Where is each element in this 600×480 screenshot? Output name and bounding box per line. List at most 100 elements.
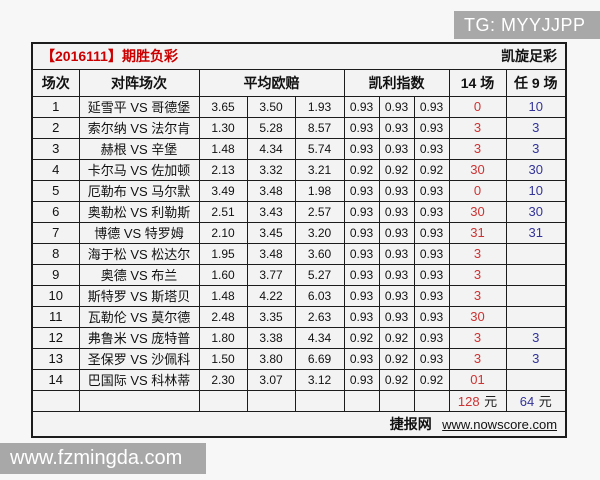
- summary-14-amount: 128 元: [448, 389, 507, 412]
- cell-match-no: 1: [31, 95, 80, 118]
- lottery-odds-table: 【2016111】期胜负彩 凯旋足彩 场次 对阵场次 平均欧赔 凯利指数 14 …: [31, 42, 568, 438]
- cell-match-no: 5: [31, 179, 80, 202]
- cell-kelly-lose: 0.93: [413, 305, 450, 328]
- table-header-row: 场次 对阵场次 平均欧赔 凯利指数 14 场 任 9 场: [31, 68, 567, 97]
- cell-pick-14: 3: [448, 326, 507, 349]
- cell-odds-draw: 3.35: [246, 305, 296, 328]
- cell-pick-any9: 3: [505, 347, 567, 370]
- cell-pick-14: 3: [448, 347, 507, 370]
- cell-kelly-lose: 0.93: [413, 137, 450, 160]
- cell-odds-win: 2.13: [198, 158, 248, 181]
- cell-match-no: 14: [31, 368, 80, 391]
- cell-odds-lose: 1.93: [294, 95, 345, 118]
- table-row: 4 卡尔马 VS 佐加顿 2.13 3.32 3.21 0.92 0.92 0.…: [31, 158, 567, 181]
- table-row: 5 厄勒布 VS 马尔默 3.49 3.48 1.98 0.93 0.93 0.…: [31, 179, 567, 202]
- cell-odds-lose: 1.98: [294, 179, 345, 202]
- cell-odds-lose: 3.21: [294, 158, 345, 181]
- cell-pick-any9: 3: [505, 326, 567, 349]
- cell-pick-14: 30: [448, 305, 507, 328]
- cell-pick-any9: [505, 263, 567, 286]
- table-row: 13 圣保罗 VS 沙佩科 1.50 3.80 6.69 0.93 0.92 0…: [31, 347, 567, 370]
- cell-kelly-lose: 0.92: [413, 368, 450, 391]
- cell-kelly-draw: 0.93: [378, 200, 415, 223]
- cell-odds-win: 3.65: [198, 95, 248, 118]
- cell-kelly-lose: 0.93: [413, 347, 450, 370]
- cell-odds-win: 1.48: [198, 284, 248, 307]
- cell-odds-draw: 3.32: [246, 158, 296, 181]
- cell-matchup: 延雪平 VS 哥德堡: [78, 95, 200, 118]
- table-title-row: 【2016111】期胜负彩 凯旋足彩: [31, 42, 567, 70]
- cell-kelly-win: 0.93: [343, 179, 380, 202]
- cell-odds-lose: 3.20: [294, 221, 345, 244]
- cell-match-no: 12: [31, 326, 80, 349]
- cell-kelly-lose: 0.92: [413, 158, 450, 181]
- cell-kelly-win: 0.92: [343, 326, 380, 349]
- cell-kelly-lose: 0.93: [413, 95, 450, 118]
- cell-odds-draw: 5.28: [246, 116, 296, 139]
- cell-odds-win: 1.60: [198, 263, 248, 286]
- cell-kelly-win: 0.93: [343, 242, 380, 265]
- cell-odds-lose: 5.27: [294, 263, 345, 286]
- cell-match-no: 3: [31, 137, 80, 160]
- cell-matchup: 卡尔马 VS 佐加顿: [78, 158, 200, 181]
- cell-match-no: 13: [31, 347, 80, 370]
- header-kelly: 凯利指数: [343, 68, 450, 97]
- cell-match-no: 7: [31, 221, 80, 244]
- cell-kelly-draw: 0.93: [378, 284, 415, 307]
- cell-kelly-draw: 0.92: [378, 347, 415, 370]
- cell-match-no: 2: [31, 116, 80, 139]
- cell-kelly-draw: 0.93: [378, 242, 415, 265]
- cell-pick-14: 0: [448, 179, 507, 202]
- cell-match-no: 9: [31, 263, 80, 286]
- table-row: 9 奥德 VS 布兰 1.60 3.77 5.27 0.93 0.93 0.93…: [31, 263, 567, 286]
- cell-match-no: 8: [31, 242, 80, 265]
- summary-any9-amount: 64 元: [505, 389, 567, 412]
- cell-kelly-lose: 0.93: [413, 263, 450, 286]
- cell-pick-14: 31: [448, 221, 507, 244]
- cell-odds-draw: 3.77: [246, 263, 296, 286]
- cell-pick-any9: [505, 242, 567, 265]
- cell-kelly-lose: 0.93: [413, 242, 450, 265]
- tg-watermark-text: TG: MYYJJPP: [464, 15, 586, 35]
- cell-odds-win: 2.10: [198, 221, 248, 244]
- footer-brand: 捷报网: [389, 415, 432, 432]
- cell-matchup: 奥勒松 VS 利勒斯: [78, 200, 200, 223]
- tg-watermark: TG: MYYJJPP: [454, 11, 600, 39]
- issue-title: 【2016111】期胜负彩: [41, 48, 178, 65]
- header-14-games: 14 场: [448, 68, 507, 97]
- cell-pick-14: 3: [448, 137, 507, 160]
- table-row: 3 赫根 VS 辛堡 1.48 4.34 5.74 0.93 0.93 0.93…: [31, 137, 567, 160]
- cell-kelly-win: 0.93: [343, 221, 380, 244]
- cell-matchup: 弗鲁米 VS 庞特普: [78, 326, 200, 349]
- cell-odds-lose: 6.03: [294, 284, 345, 307]
- table-row: 2 索尔纳 VS 法尔肯 1.30 5.28 8.57 0.93 0.93 0.…: [31, 116, 567, 139]
- summary-row: 128 元 64 元: [31, 389, 567, 412]
- cell-pick-any9: 30: [505, 200, 567, 223]
- cell-pick-any9: [505, 305, 567, 328]
- table-body: 1 延雪平 VS 哥德堡 3.65 3.50 1.93 0.93 0.93 0.…: [31, 95, 567, 391]
- cell-matchup: 索尔纳 VS 法尔肯: [78, 116, 200, 139]
- cell-matchup: 奥德 VS 布兰: [78, 263, 200, 286]
- cell-pick-any9: 10: [505, 95, 567, 118]
- cell-odds-win: 2.30: [198, 368, 248, 391]
- cell-pick-14: 3: [448, 242, 507, 265]
- table-row: 11 瓦勒伦 VS 莫尔德 2.48 3.35 2.63 0.93 0.93 0…: [31, 305, 567, 328]
- cell-kelly-win: 0.93: [343, 200, 380, 223]
- cell-pick-any9: [505, 284, 567, 307]
- cell-odds-draw: 3.43: [246, 200, 296, 223]
- cell-pick-any9: 3: [505, 116, 567, 139]
- table-row: 6 奥勒松 VS 利勒斯 2.51 3.43 2.57 0.93 0.93 0.…: [31, 200, 567, 223]
- cell-odds-win: 2.51: [198, 200, 248, 223]
- cell-match-no: 6: [31, 200, 80, 223]
- cell-odds-draw: 3.48: [246, 179, 296, 202]
- footer-url-link[interactable]: www.nowscore.com: [442, 416, 558, 432]
- cell-pick-any9: 31: [505, 221, 567, 244]
- cell-kelly-draw: 0.93: [378, 305, 415, 328]
- cell-odds-draw: 3.07: [246, 368, 296, 391]
- cell-matchup: 圣保罗 VS 沙佩科: [78, 347, 200, 370]
- header-avg-odds: 平均欧赔: [198, 68, 345, 97]
- cell-matchup: 厄勒布 VS 马尔默: [78, 179, 200, 202]
- cell-pick-14: 0: [448, 95, 507, 118]
- cell-pick-14: 3: [448, 284, 507, 307]
